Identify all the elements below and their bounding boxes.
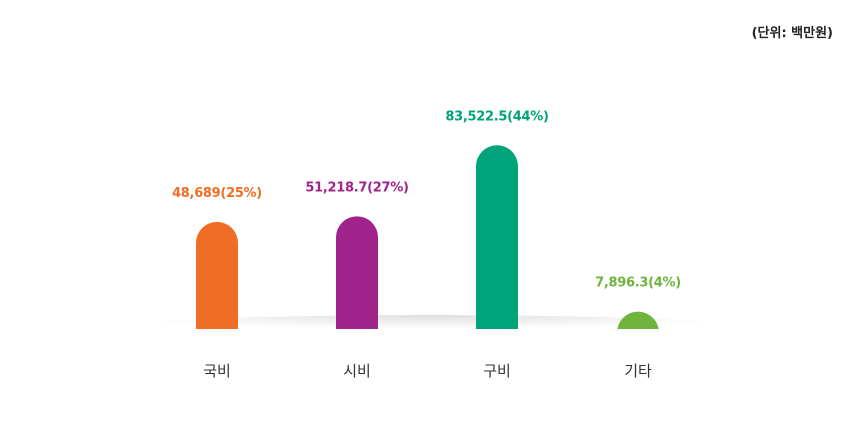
baseline-shadow xyxy=(102,315,762,343)
data-label-2: 83,522.5(44%) xyxy=(445,109,548,124)
category-label-3: 기타 xyxy=(624,362,652,380)
category-label-0: 국비 xyxy=(203,362,231,380)
bar-0 xyxy=(196,221,238,329)
data-label-0: 48,689(25%) xyxy=(172,186,262,201)
data-label-3: 7,896.3(4%) xyxy=(595,276,681,291)
category-label-2: 구비 xyxy=(483,362,511,380)
bar-1 xyxy=(336,216,378,329)
unit-label: (단위: 백만원) xyxy=(752,25,833,41)
bar-2 xyxy=(476,145,518,329)
bar-3 xyxy=(617,311,659,333)
category-label-1: 시비 xyxy=(343,362,371,380)
data-label-1: 51,218.7(27%) xyxy=(305,180,408,195)
bars-group: 48,689(25%) 국비 51,218.7(27%) 시비 83,522.5(44%… xyxy=(172,109,681,380)
